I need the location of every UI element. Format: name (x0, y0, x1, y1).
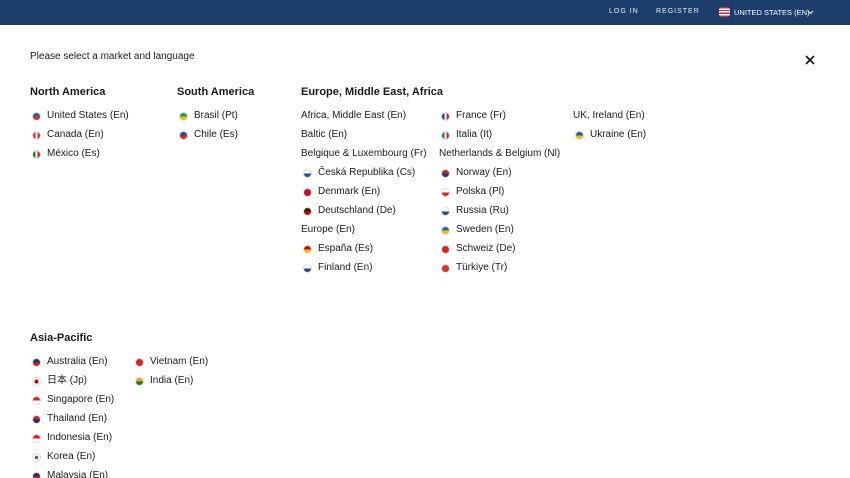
flag-icon (135, 376, 144, 386)
market-link[interactable]: México (Es) (47, 148, 100, 159)
market-link[interactable]: Indonesia (En) (47, 432, 113, 443)
flag-icon (32, 149, 41, 159)
region-heading: Asia-Pacific (30, 332, 93, 344)
flag-icon (32, 452, 41, 462)
locale-selector[interactable]: UNITED STATES (EN) (734, 8, 810, 17)
market-link[interactable]: Sweden (En) (456, 224, 514, 235)
flag-icon (441, 130, 450, 140)
market-link[interactable]: Denmark (En) (318, 186, 381, 197)
market-link[interactable]: Belgique & Luxembourg (Fr) (301, 148, 427, 159)
flag-icon (303, 206, 312, 216)
register-link[interactable]: REGISTER (656, 8, 700, 15)
market-link[interactable]: Deutschland (De) (318, 205, 396, 216)
prompt-text: Please select a market and language (30, 51, 195, 62)
market-link[interactable]: Canada (En) (47, 129, 104, 140)
top-bar: LOG IN REGISTER UNITED STATES (EN) (0, 0, 850, 25)
market-link[interactable]: Russia (Ru) (456, 205, 509, 216)
market-link[interactable]: Netherlands & Belgium (Nl) (439, 148, 561, 159)
market-link[interactable]: Italia (It) (456, 129, 493, 140)
close-button[interactable] (805, 55, 815, 65)
flag-icon (179, 111, 188, 121)
flag-icon (32, 414, 41, 424)
market-link[interactable]: Malaysia (En) (47, 470, 109, 478)
market-link[interactable]: 日本 (Jp) (47, 375, 87, 386)
region-heading: North America (30, 86, 106, 98)
market-link[interactable]: Polska (Pl) (456, 186, 505, 197)
flag-icon (179, 130, 188, 140)
market-link[interactable]: Norway (En) (456, 167, 512, 178)
market-link[interactable]: Europe (En) (301, 224, 355, 235)
region-heading: Europe, Middle East, Africa (301, 86, 444, 98)
market-link[interactable]: Chile (Es) (194, 129, 238, 140)
market-link[interactable]: Baltic (En) (301, 129, 348, 140)
market-link[interactable]: Brasil (Pt) (194, 110, 238, 121)
market-link[interactable]: Vietnam (En) (150, 356, 209, 367)
flag-icon (303, 244, 312, 254)
dropdown-chevron (807, 10, 814, 15)
market-link[interactable]: Ukraine (En) (590, 129, 647, 140)
market-link[interactable]: Türkiye (Tr) (456, 262, 508, 273)
market-link[interactable]: Africa, Middle East (En) (301, 110, 407, 121)
flag-icon (32, 395, 41, 405)
market-link[interactable]: España (Es) (318, 243, 374, 254)
flag-icon (303, 263, 312, 273)
flag-icon (303, 168, 312, 178)
market-link[interactable]: UK, Ireland (En) (573, 110, 645, 121)
us-flag-icon (719, 7, 730, 17)
flag-icon (441, 263, 450, 273)
flag-icon (32, 357, 41, 367)
flag-icon (441, 111, 450, 121)
flag-icon (32, 376, 41, 386)
flag-icon (32, 111, 41, 121)
market-link[interactable]: Korea (En) (47, 451, 96, 462)
flag-icon (135, 357, 144, 367)
market-link[interactable]: Australia (En) (47, 356, 108, 367)
market-link[interactable]: Thailand (En) (47, 413, 108, 424)
flag-icon (32, 433, 41, 443)
flag-icon (32, 130, 41, 140)
flag-icon (575, 130, 584, 140)
market-link[interactable]: Singapore (En) (47, 394, 115, 405)
flag-icon (32, 471, 41, 478)
market-link[interactable]: Schweiz (De) (456, 243, 516, 254)
flag-icon (441, 187, 450, 197)
market-link[interactable]: India (En) (150, 375, 194, 386)
flag-icon (441, 244, 450, 254)
flag-icon (441, 206, 450, 216)
flag-icon (441, 225, 450, 235)
flag-icon (441, 168, 450, 178)
login-link[interactable]: LOG IN (609, 8, 639, 15)
flag-icon (303, 187, 312, 197)
market-link[interactable]: Finland (En) (318, 262, 373, 273)
market-link[interactable]: United States (En) (47, 110, 129, 121)
region-heading: South America (177, 86, 255, 98)
market-link[interactable]: Česká Republika (Cs) (318, 167, 416, 178)
market-link[interactable]: France (Fr) (456, 110, 506, 121)
